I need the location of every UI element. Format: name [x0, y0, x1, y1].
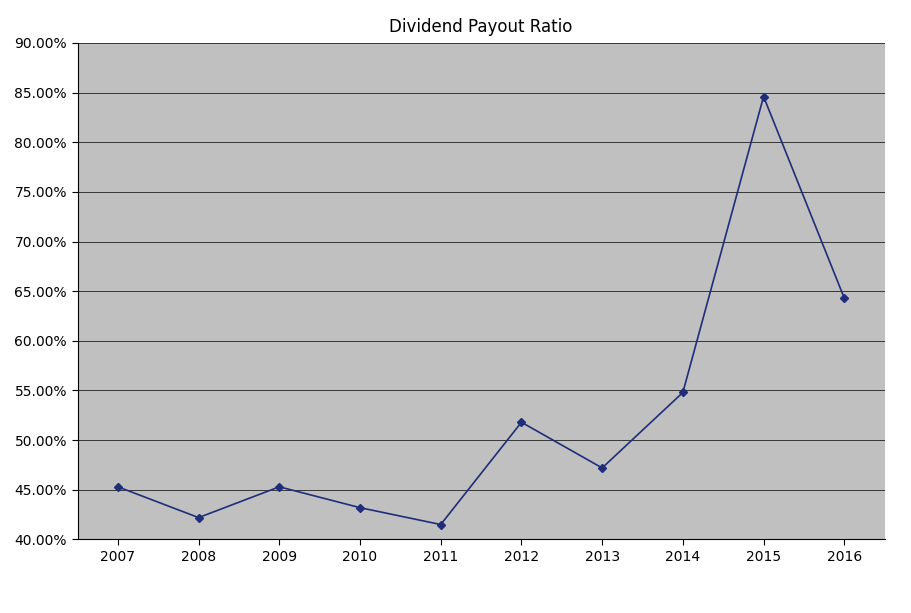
Title: Dividend Payout Ratio: Dividend Payout Ratio [389, 18, 572, 36]
